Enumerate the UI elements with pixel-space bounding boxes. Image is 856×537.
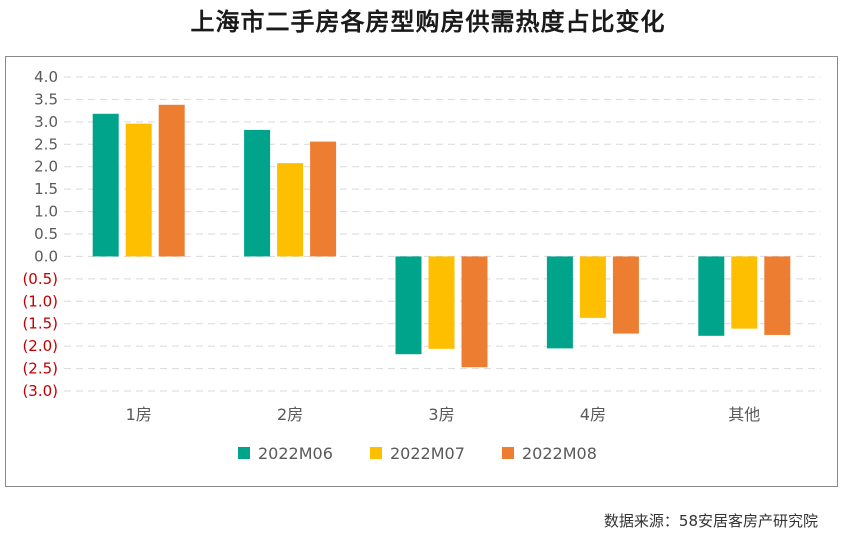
bar-2022M06 [395,256,422,355]
bar-2022M07 [731,256,758,329]
bar-2022M06 [698,256,725,336]
legend-swatch [238,447,250,459]
bar-2022M06 [546,256,573,349]
bar-2022M06 [244,129,271,257]
bar-2022M08 [461,256,488,368]
legend-label: 2022M08 [522,444,597,463]
y-tick-label: 3.0 [34,113,58,131]
x-tick-label: 4房 [580,405,606,424]
x-tick-label: 3房 [428,405,454,424]
chart-frame: 4.0 3.5 3.0 2.5 2.0 1.5 1.0 0.5 0.0 (0.5) (1.0) (1.… [5,56,838,487]
y-tick-label: 4.0 [34,68,58,86]
y-tick-label: 0.0 [34,247,58,265]
bar-2022M08 [158,104,185,257]
y-tick-label: 1.0 [34,203,58,221]
y-tick-label: (3.0) [22,382,58,400]
legend-swatch [502,447,514,459]
bar-2022M08 [764,256,791,335]
y-tick-label: 0.5 [34,225,58,243]
bar-2022M07 [277,163,304,257]
bar-2022M07 [579,256,606,318]
y-tick-label: 2.5 [34,135,58,153]
y-tick-label: 3.5 [34,90,58,108]
x-tick-label: 1房 [126,405,152,424]
x-tick-label: 其他 [728,405,760,424]
y-tick-label: (2.0) [22,337,58,355]
y-tick-label: (2.5) [22,360,58,378]
bar-2022M06 [92,113,119,257]
data-source-note: 数据来源：58安居客房产研究院 [603,512,818,530]
bar-2022M07 [428,256,455,349]
legend-swatch [370,447,382,459]
bar-2022M08 [612,256,639,334]
x-tick-label: 2房 [277,405,303,424]
bar-2022M07 [125,123,152,257]
legend-label: 2022M06 [258,444,333,463]
y-tick-label: 1.5 [34,180,58,198]
y-tick-label: (1.0) [22,292,58,310]
y-tick-label: (0.5) [22,270,58,288]
chart-title: 上海市二手房各房型购房供需热度占比变化 [190,8,666,36]
y-tick-label: (1.5) [22,315,58,333]
bar-2022M08 [310,141,337,257]
bar-chart: 4.0 3.5 3.0 2.5 2.0 1.5 1.0 0.5 0.0 (0.5) (1.0) (1.… [22,68,821,463]
legend-label: 2022M07 [390,444,465,463]
y-tick-label: 2.0 [34,158,58,176]
